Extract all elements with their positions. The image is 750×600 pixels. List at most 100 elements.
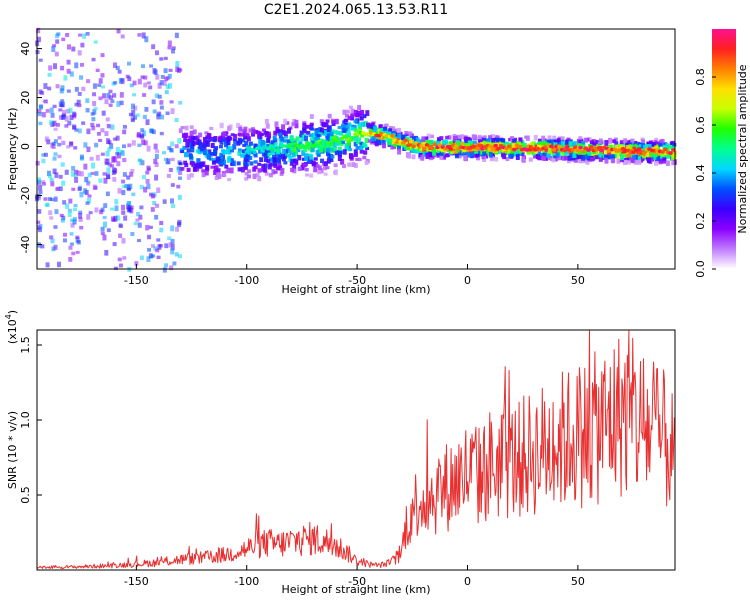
- spectrogram-cell: [55, 39, 60, 44]
- spectrogram-cell: [119, 92, 124, 98]
- top-ytick-label: -40: [19, 236, 32, 254]
- spectrogram-cell: [301, 150, 306, 156]
- spectrogram-cell: [496, 151, 501, 155]
- spectrogram-cell: [604, 154, 609, 159]
- spectrogram-cell: [174, 117, 179, 123]
- spectrogram-cell: [67, 208, 72, 213]
- top-y-axis: -40 -20 0 20 40: [19, 42, 42, 254]
- spectrogram-ridge-point: [305, 145, 310, 149]
- spectrogram-ridge-point: [297, 146, 302, 150]
- spectrogram-cell: [244, 163, 249, 167]
- spectrogram-cell: [53, 152, 58, 156]
- spectrogram-cell: [40, 244, 45, 249]
- spectrogram-cell: [326, 147, 331, 152]
- spectrogram-cell: [651, 142, 656, 149]
- spectrogram-ridge-point: [316, 143, 321, 148]
- spectrogram-cell: [163, 157, 168, 162]
- spectrogram-cell: [249, 149, 254, 155]
- spectrogram-cell: [86, 214, 91, 220]
- spectrogram-cell: [411, 136, 416, 140]
- spectrogram-cell: [267, 151, 272, 157]
- spectrogram-cell: [482, 137, 487, 142]
- spectrogram-cell: [323, 130, 328, 136]
- spectrogram-cell: [43, 152, 48, 157]
- spectrogram-cell: [386, 138, 391, 143]
- spectrogram-ridge-point: [329, 142, 334, 146]
- spectrogram-cell: [594, 155, 599, 160]
- spectrogram-cell: [61, 180, 66, 186]
- spectrogram-cell: [517, 141, 522, 147]
- spectrogram-cell: [556, 138, 561, 143]
- spectrogram-cell: [636, 154, 641, 161]
- spectrogram-cell: [121, 189, 126, 196]
- spectrogram-cell: [177, 219, 182, 226]
- spectrogram-cell: [280, 136, 285, 142]
- spectrogram-ridge-point: [575, 148, 581, 153]
- spectrogram-cell: [242, 131, 247, 137]
- spectrogram-ridge-point: [570, 147, 575, 152]
- spectrogram-cell: [170, 244, 175, 251]
- spectrogram-ridge-point: [252, 150, 257, 155]
- spectrogram-cell: [240, 166, 245, 173]
- snr-series-line: [36, 329, 675, 570]
- spectrogram-cell: [72, 112, 77, 117]
- spectrogram-cell: [180, 125, 185, 130]
- spectrogram-cell: [153, 158, 158, 164]
- spectrogram-cell: [71, 46, 76, 52]
- spectrogram-cell: [218, 145, 223, 149]
- spectrogram-cell: [184, 162, 189, 168]
- spectrogram-ridge-point: [342, 134, 347, 139]
- spectrogram-cell: [139, 185, 144, 190]
- spectrogram-cell: [165, 84, 170, 90]
- spectrogram-cell: [388, 138, 393, 143]
- spectrogram-cell: [394, 135, 399, 140]
- spectrogram-cell: [343, 119, 348, 123]
- spectrogram-cell: [50, 181, 55, 187]
- spectrogram-cell: [104, 158, 109, 164]
- spectrogram-cell: [178, 100, 183, 105]
- spectrogram-cell: [164, 76, 169, 82]
- colorbar: 0.0 0.2 0.4 0.6 0.8 Normalized spectral …: [694, 29, 749, 278]
- spectrogram-cell: [73, 204, 78, 208]
- spectrogram-cell: [119, 100, 124, 106]
- spectrogram-cell: [244, 132, 249, 137]
- spectrogram-cell: [631, 154, 636, 160]
- spectrogram-cell: [425, 154, 430, 159]
- spectrogram-cell: [50, 143, 55, 149]
- spectrogram-cell: [92, 92, 97, 97]
- spectrogram-cell: [244, 176, 249, 181]
- spectrogram-cell: [432, 149, 437, 156]
- spectrogram-cell: [170, 248, 175, 255]
- spectrogram-cell: [564, 151, 569, 155]
- spectrogram-cell: [212, 138, 217, 143]
- spectrogram-cell: [354, 134, 359, 139]
- spectrogram-cell: [127, 143, 132, 148]
- spectrogram-ridge-point: [562, 148, 567, 153]
- spectrogram-cell: [186, 174, 191, 180]
- spectrogram-cell: [390, 146, 395, 150]
- spectrogram-cell: [41, 182, 46, 186]
- spectrogram-cell: [121, 184, 126, 189]
- spectrogram-cell: [294, 123, 299, 129]
- spectrogram-cell: [670, 144, 675, 150]
- spectrogram-cell: [76, 99, 81, 105]
- spectrogram-cell: [189, 154, 194, 160]
- spectrogram-cell: [106, 228, 111, 233]
- spectrogram-cell: [616, 158, 621, 164]
- spectrogram-cell: [413, 143, 418, 150]
- spectrogram-cell: [204, 131, 209, 135]
- spectrogram-cell: [530, 142, 535, 147]
- spectrogram-cell: [46, 139, 51, 145]
- spectrogram-cell: [579, 138, 584, 143]
- spectrogram-cell: [302, 122, 307, 128]
- spectrogram-cell: [81, 86, 86, 92]
- spectrogram-cell: [476, 144, 481, 150]
- spectrogram-cell: [298, 134, 303, 138]
- spectrogram-cell: [213, 169, 218, 175]
- spectrogram-cell: [482, 135, 487, 139]
- spectrogram-cell: [69, 242, 74, 246]
- spectrogram-cell: [156, 187, 161, 193]
- spectrogram-cell: [220, 160, 225, 165]
- spectrogram-cell: [92, 101, 97, 107]
- spectrogram-cell: [266, 143, 271, 148]
